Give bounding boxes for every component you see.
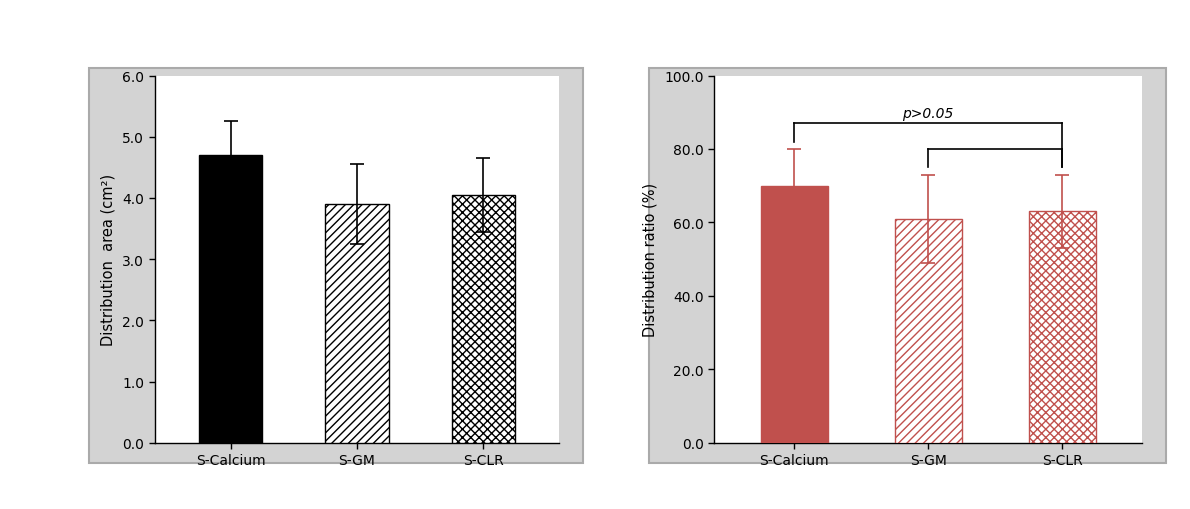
Bar — [452, 195, 515, 443]
Y-axis label: Distribution ratio (%): Distribution ratio (%) — [643, 183, 657, 336]
Bar — [325, 205, 389, 443]
Bar — [1028, 212, 1096, 443]
Text: p>0.05: p>0.05 — [902, 106, 954, 120]
Bar — [199, 156, 262, 443]
Bar — [895, 219, 962, 443]
Bar — [760, 186, 828, 443]
Y-axis label: Distribution  area (cm²): Distribution area (cm²) — [100, 174, 115, 346]
